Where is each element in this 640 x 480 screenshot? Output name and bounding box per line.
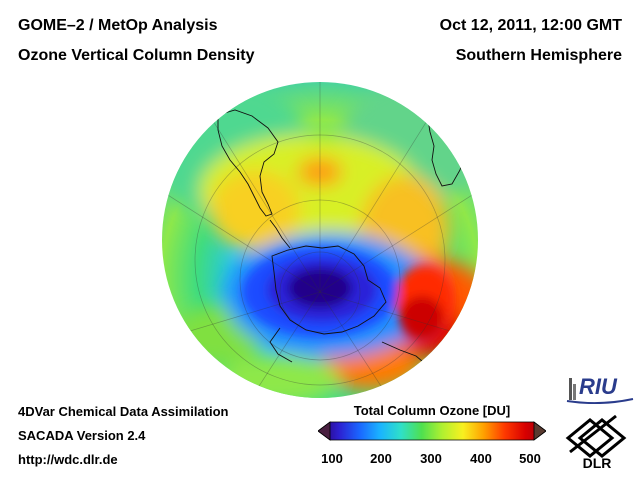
colorbar: [318, 421, 546, 441]
footer-url[interactable]: http://wdc.dlr.de: [18, 452, 118, 467]
dlr-logo-text: DLR: [583, 455, 612, 470]
footer-method: 4DVar Chemical Data Assimilation: [18, 404, 229, 419]
map-datetime: Oct 12, 2011, 12:00 GMT: [439, 17, 622, 34]
riu-logo: RIU: [566, 374, 634, 404]
colorbar-tick: 200: [370, 451, 392, 466]
colorbar-title: Total Column Ozone [DU]: [353, 403, 511, 418]
ozone-globe-map: [162, 82, 478, 398]
map-title: GOME–2 / MetOp Analysis: [18, 17, 218, 34]
dlr-logo: DLR: [565, 414, 627, 470]
map-subtitle: Ozone Vertical Column Density: [18, 47, 255, 64]
colorbar-tick: 100: [321, 451, 343, 466]
colorbar-tick: 300: [420, 451, 442, 466]
colorbar-tick: 500: [519, 451, 541, 466]
colorbar-tick: 400: [470, 451, 492, 466]
map-region: Southern Hemisphere: [455, 47, 622, 64]
footer-version: SACADA Version 2.4: [18, 428, 146, 443]
riu-logo-text: RIU: [579, 374, 618, 399]
ozone-field: [162, 82, 478, 398]
